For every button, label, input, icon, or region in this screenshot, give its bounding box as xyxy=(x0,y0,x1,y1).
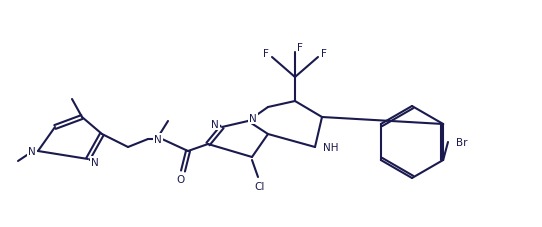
Text: NH: NH xyxy=(323,142,339,152)
Text: N: N xyxy=(28,146,36,156)
Text: F: F xyxy=(297,43,303,53)
Text: F: F xyxy=(263,49,269,59)
Text: Cl: Cl xyxy=(255,181,265,191)
Text: N: N xyxy=(211,119,219,129)
Text: O: O xyxy=(177,174,185,184)
Text: N: N xyxy=(249,114,257,123)
Text: N: N xyxy=(154,134,162,144)
Text: N: N xyxy=(91,157,99,167)
Text: Br: Br xyxy=(456,137,468,147)
Text: F: F xyxy=(321,49,327,59)
